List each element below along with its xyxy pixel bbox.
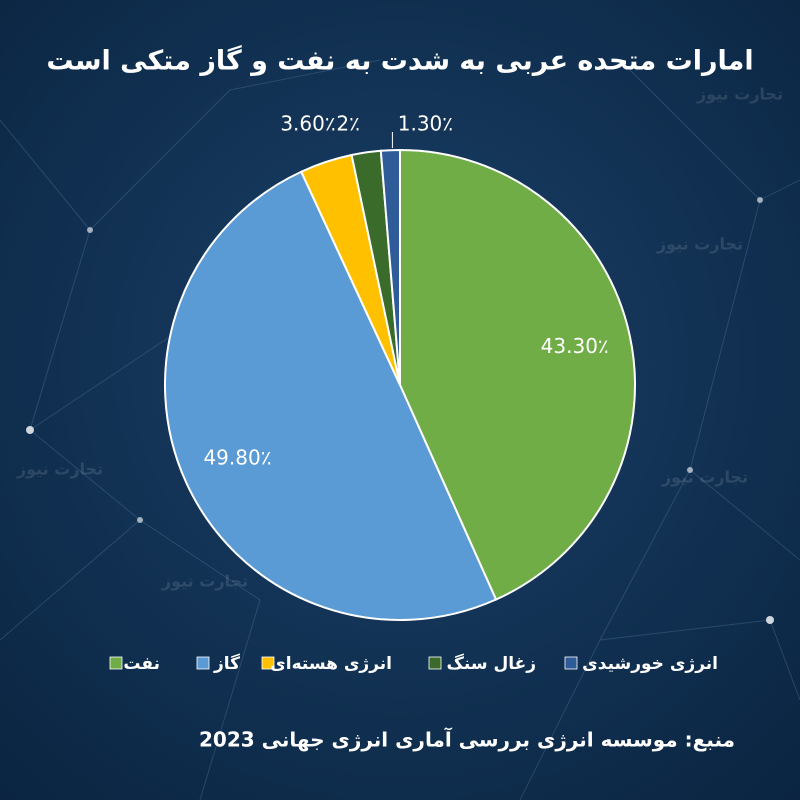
watermark: تجارت نیوز — [656, 235, 743, 254]
source: منبع: موسسه انرژی بررسی آماری انرژی جهان… — [199, 727, 735, 752]
watermark: تجارت نیوز — [161, 572, 248, 591]
chart-title: امارات متحده عربی به شدت به نفت و گاز مت… — [46, 45, 753, 77]
data-label: 49.80٪ — [203, 446, 271, 470]
watermark: تجارت نیوز — [16, 460, 103, 479]
pie-slice — [399, 148, 636, 601]
network-nodes — [26, 197, 774, 624]
legend-swatch — [564, 656, 578, 670]
legend-swatch — [196, 656, 210, 670]
legend-label: نفت — [123, 654, 160, 674]
watermark: تجارت نیوز — [661, 468, 748, 487]
legend-label: گاز — [213, 653, 240, 674]
legend-label: انرژی هسته‌ای — [270, 654, 392, 674]
data-label: 43.30٪ — [541, 334, 609, 358]
legend-swatch — [428, 656, 442, 670]
pie-slice — [163, 170, 498, 622]
watermark: تجارت نیوز — [696, 85, 783, 104]
legend-swatch — [261, 656, 275, 670]
legend-label: انرژی خورشیدی — [582, 654, 718, 674]
pie-slice — [379, 148, 401, 386]
watermarks: تجارت نیوز تجارت نیوز تجارت نیوز تجارت نیوز… — [16, 85, 783, 591]
data-label: 3.60٪ — [280, 112, 335, 136]
legend-swatch — [109, 656, 123, 670]
legend-label: زغال سنگ — [446, 653, 536, 674]
data-label: 2٪ — [336, 112, 359, 136]
data-label: 1.30٪ — [398, 112, 453, 136]
legend: نفت گاز انرژی هسته‌ای زغال سنگ انرژی خورشیدی — [109, 653, 718, 674]
pie: 43.30٪ 49.80٪ 3.60٪ 2٪ 1.30٪ — [163, 112, 636, 622]
